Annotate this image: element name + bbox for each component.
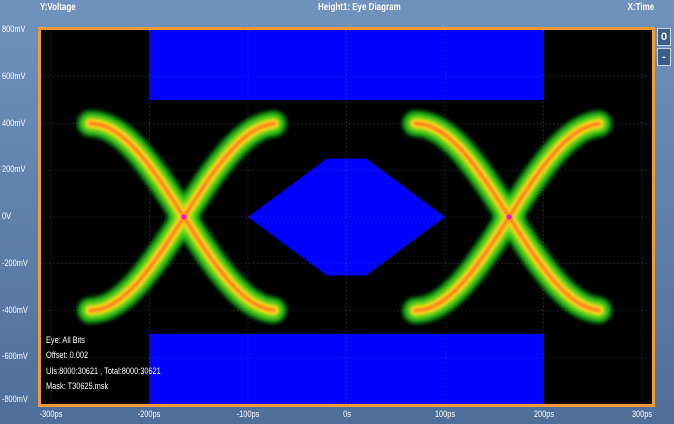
mask-region-top [149, 30, 544, 101]
mask-info-text: Mask: T30625.msk [46, 381, 109, 391]
eye-diagram-plot[interactable] [41, 30, 652, 404]
eye-trace-segment [88, 121, 276, 313]
y-tick-label: -800mV [2, 394, 28, 404]
chart-title: Height1: Eye Diagram [318, 2, 401, 13]
crossing-point-marker [181, 214, 187, 220]
x-tick-label: 200ps [533, 409, 554, 419]
eye-trace-segment [88, 121, 276, 313]
x-tick-label: -200ps [138, 409, 161, 419]
y-tick-label: -400mV [2, 304, 28, 315]
x-tick-label: 100ps [434, 409, 456, 419]
y-tick-label: 400mV [2, 117, 26, 128]
x-tick-label: -100ps [236, 409, 260, 419]
uis-info-text: UIs:8000:30621 , Total:8000:30621 [46, 366, 161, 376]
x-tick-label: -300ps [39, 409, 63, 419]
x-tick-label: 300ps [632, 409, 653, 419]
y-tick-label: 600mV [2, 70, 26, 81]
zoom-out-button[interactable]: - [657, 48, 671, 66]
x-axis-title: X:Time [627, 2, 654, 13]
mask-region-center [247, 158, 446, 276]
y-tick-label: 800mV [2, 24, 26, 34]
eye-trace-segment [413, 121, 601, 313]
offset-info-text: Offset: 0.002 [46, 350, 89, 360]
y-tick-label: 200mV [2, 164, 26, 175]
zoom-reset-button[interactable]: 0 [657, 28, 671, 46]
y-tick-label: -600mV [2, 351, 28, 362]
eye-info-text: Eye: All Bits [46, 335, 85, 345]
y-axis-title: Y:Voltage [40, 2, 76, 13]
zoom-panel: 0 - [657, 28, 671, 408]
x-tick-label: 0s [342, 409, 351, 419]
eye-trace-segment [413, 121, 601, 313]
crossing-point-marker [506, 214, 512, 220]
y-tick-label: 0V [2, 211, 12, 221]
mask-region-bottom [149, 333, 544, 404]
y-tick-label: -200mV [2, 257, 28, 268]
